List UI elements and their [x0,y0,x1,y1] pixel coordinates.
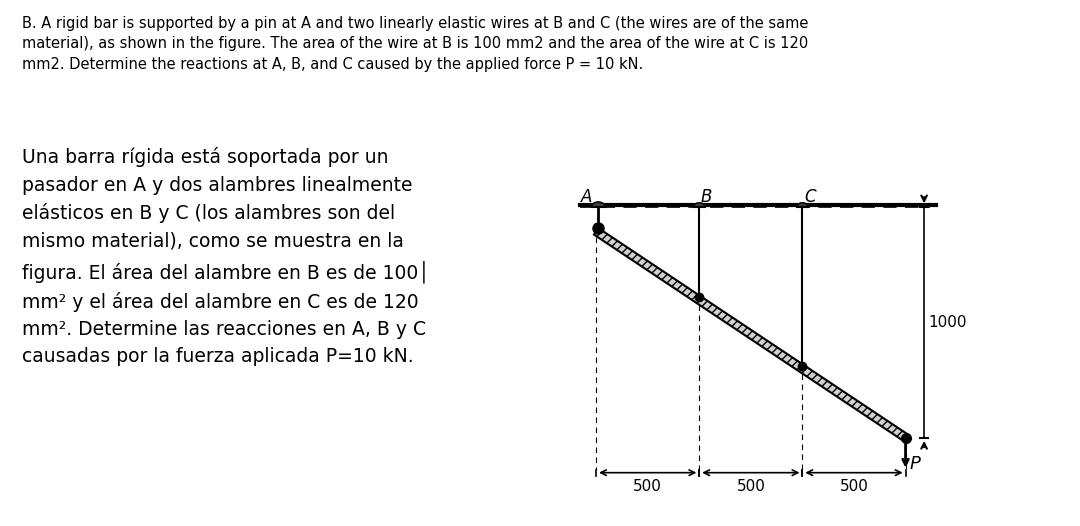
Polygon shape [594,228,907,441]
Text: Una barra rígida está soportada por un
pasador en A y dos alambres linealmente
e: Una barra rígida está soportada por un p… [22,147,429,366]
Text: P: P [909,456,920,473]
Polygon shape [797,203,808,207]
Polygon shape [592,202,605,207]
Text: B: B [700,188,712,206]
Text: 500: 500 [633,479,662,494]
Text: C: C [805,188,815,206]
Text: 500: 500 [737,479,766,494]
Text: 500: 500 [839,479,868,494]
Text: 1000: 1000 [929,315,968,330]
Polygon shape [694,203,704,207]
Text: A: A [581,188,593,206]
Text: B. A rigid bar is supported by a pin at A and two linearly elastic wires at B an: B. A rigid bar is supported by a pin at … [22,16,808,72]
